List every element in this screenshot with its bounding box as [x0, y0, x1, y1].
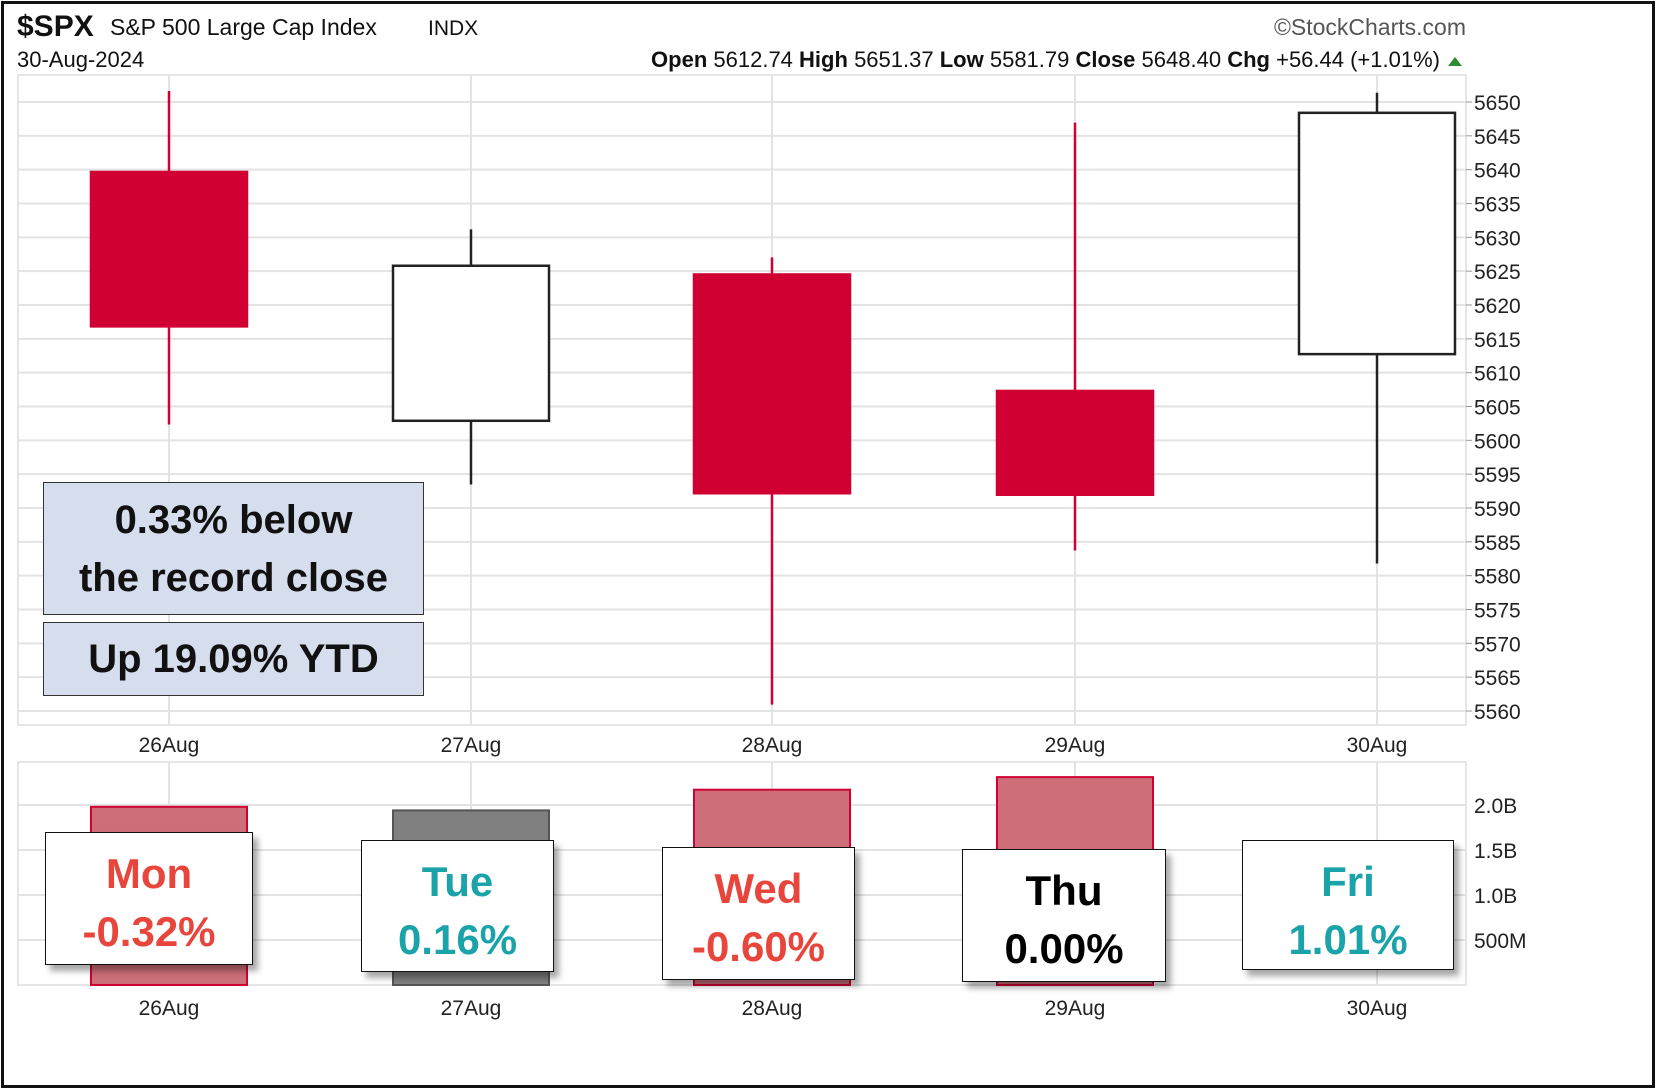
x-tick-label: 29Aug [1045, 734, 1106, 757]
record-close-note: 0.33% below the record close [43, 482, 424, 615]
y-tick-label: 5625 [1474, 261, 1521, 284]
y-tick-label: 5615 [1474, 329, 1521, 352]
quote-line: Open 5612.74 High 5651.37 Low 5581.79 Cl… [651, 47, 1440, 72]
open-value: 5612.74 [713, 47, 793, 72]
candle-body [995, 389, 1155, 496]
chg-label: Chg [1227, 47, 1270, 72]
x-tick-label: 26Aug [139, 997, 200, 1020]
y-tick-label: 5570 [1474, 633, 1521, 656]
y-tick-label: 5650 [1474, 92, 1521, 115]
y-tick-label: 2.0B [1474, 795, 1517, 818]
day-change-box-thu: Thu 0.00% [962, 849, 1166, 982]
y-tick-label: 5600 [1474, 430, 1521, 453]
candle-body [89, 170, 249, 328]
exchange: INDX [428, 17, 478, 40]
y-tick-label: 5620 [1474, 295, 1521, 318]
y-tick-label: 5560 [1474, 701, 1521, 724]
day-label: Thu [1025, 867, 1103, 914]
chg-value: +56.44 (+1.01%) [1276, 47, 1440, 72]
x-tick-label: 29Aug [1045, 997, 1106, 1020]
day-label: Mon [105, 850, 193, 897]
y-tick-label: 1.5B [1474, 840, 1517, 863]
x-tick-label: 28Aug [742, 734, 803, 757]
day-percent-change: -0.60% [691, 923, 826, 970]
high-label: High [799, 47, 848, 72]
open-label: Open [651, 47, 707, 72]
x-tick-label: 27Aug [441, 734, 502, 757]
close-value: 5648.40 [1142, 47, 1222, 72]
symbol: $SPX [17, 10, 94, 43]
record-close-line1: 0.33% below [114, 498, 353, 542]
low-label: Low [940, 47, 985, 72]
y-tick-label: 5645 [1474, 126, 1521, 149]
close-label: Close [1076, 47, 1136, 72]
index-name: S&P 500 Large Cap Index [110, 14, 377, 40]
y-tick-label: 5610 [1474, 363, 1521, 386]
x-tick-label: 30Aug [1347, 997, 1408, 1020]
low-value: 5581.79 [990, 47, 1070, 72]
day-change-box-fri: Fri 1.01% [1242, 840, 1454, 970]
quote-date: 30-Aug-2024 [17, 47, 144, 72]
y-tick-label: 5585 [1474, 532, 1521, 555]
x-tick-label: 30Aug [1347, 734, 1408, 757]
ytd-note: Up 19.09% YTD [43, 622, 424, 696]
y-tick-label: 5575 [1474, 600, 1521, 623]
y-tick-label: 5580 [1474, 566, 1521, 589]
high-value: 5651.37 [854, 47, 934, 72]
y-tick-label: 5595 [1474, 464, 1521, 487]
x-tick-label: 26Aug [139, 734, 200, 757]
y-tick-label: 5565 [1474, 667, 1521, 690]
y-tick-label: 500M [1474, 930, 1527, 953]
y-tick-label: 1.0B [1474, 885, 1517, 908]
day-percent-change: -0.32% [82, 908, 216, 955]
day-percent-change: 0.16% [397, 916, 518, 963]
y-tick-label: 5590 [1474, 498, 1521, 521]
y-tick-label: 5640 [1474, 160, 1521, 183]
triangle-up-icon [1448, 57, 1462, 66]
day-change-box-wed: Wed -0.60% [662, 847, 855, 980]
y-tick-label: 5605 [1474, 397, 1521, 420]
day-percent-change: 1.01% [1288, 916, 1408, 963]
day-label: Wed [714, 865, 803, 912]
x-tick-label: 28Aug [742, 997, 803, 1020]
day-percent-change: 0.00% [1004, 925, 1124, 972]
y-tick-label: 5635 [1474, 194, 1521, 217]
day-change-box-tue: Tue 0.16% [361, 840, 554, 972]
day-label: Tue [421, 858, 494, 905]
day-label: Fri [1321, 858, 1375, 905]
day-change-box-mon: Mon -0.32% [45, 832, 253, 965]
watermark: ©StockCharts.com [1274, 14, 1466, 40]
y-tick-label: 5630 [1474, 227, 1521, 250]
candle-body [692, 273, 852, 495]
candle-body [391, 264, 551, 423]
x-tick-label: 27Aug [441, 997, 502, 1020]
record-close-line2: the record close [78, 556, 388, 600]
candle-body [1297, 111, 1457, 356]
